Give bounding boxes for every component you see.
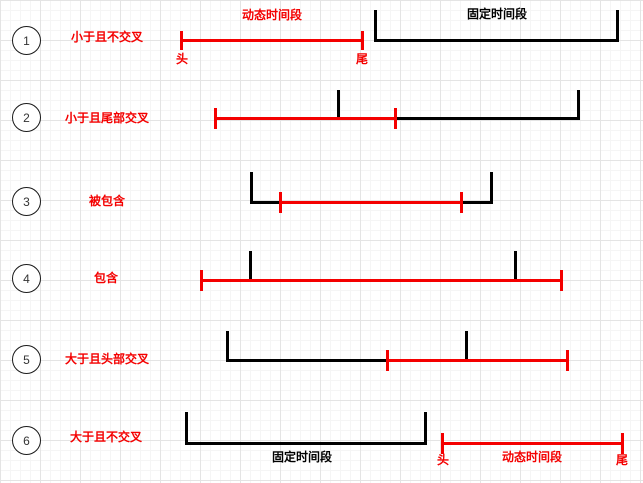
fixed-interval-endpoint-tick [337,90,340,120]
row-label: 包含 [93,271,119,285]
fixed-interval-endpoint-tick [250,172,253,204]
fixed-interval-endpoint-tick [374,10,377,42]
dynamic-interval-endpoint-tick [361,31,364,50]
dynamic-interval-endpoint-tick [560,270,563,291]
fixed-interval-endpoint-tick [616,10,619,42]
tail-label: 尾 [355,52,369,66]
tail-label: 尾 [615,453,629,467]
row-label: 大于且不交叉 [69,430,143,444]
head-label: 头 [175,52,189,66]
fixed-interval-line [374,39,619,42]
fixed-interval-endpoint-tick [465,331,468,362]
dynamic-interval-line [386,359,569,362]
dynamic-interval-line [441,442,624,445]
dynamic-interval-line [279,201,463,204]
row-label: 大于且头部交叉 [64,352,150,366]
row-label: 小于且不交叉 [70,30,144,44]
row-label: 被包含 [88,194,126,208]
row-number: 4 [23,271,30,286]
row-number: 6 [23,433,30,448]
fixed-interval-endpoint-tick [185,412,188,445]
row-number: 1 [23,33,30,48]
dynamic-period-title: 动态时间段 [501,450,563,464]
dynamic-interval-endpoint-tick [386,350,389,371]
dynamic-interval-endpoint-tick [441,433,444,454]
dynamic-interval-endpoint-tick [621,433,624,454]
fixed-interval-line [337,117,580,120]
dynamic-interval-line [214,117,397,120]
row-number-badge: 5 [12,345,41,374]
row-number-badge: 4 [12,264,41,293]
fixed-interval-endpoint-tick [424,412,427,445]
fixed-interval-endpoint-tick [490,172,493,204]
fixed-interval-endpoint-tick [577,90,580,120]
dynamic-interval-endpoint-tick [214,108,217,129]
fixed-interval-line [226,359,468,362]
fixed-interval-endpoint-tick [226,331,229,362]
fixed-period-title: 固定时间段 [466,7,528,21]
dynamic-interval-line [200,279,563,282]
fixed-interval-endpoint-tick [249,251,252,282]
row-number: 2 [23,110,30,125]
dynamic-interval-endpoint-tick [279,192,282,213]
row-number: 3 [23,194,30,209]
row-number-badge: 2 [12,103,41,132]
dynamic-interval-endpoint-tick [566,350,569,371]
row-number-badge: 3 [12,187,41,216]
dynamic-interval-endpoint-tick [180,31,183,50]
row-number-badge: 1 [12,26,41,55]
head-label: 头 [436,453,450,467]
dynamic-period-title: 动态时间段 [241,8,303,22]
row-label: 小于且尾部交叉 [64,111,150,125]
dynamic-interval-endpoint-tick [460,192,463,213]
fixed-interval-line [185,442,427,445]
row-number: 5 [23,352,30,367]
fixed-period-title: 固定时间段 [271,450,333,464]
dynamic-interval-line [180,39,364,42]
row-number-badge: 6 [12,426,41,455]
fixed-interval-endpoint-tick [514,251,517,282]
dynamic-interval-endpoint-tick [394,108,397,129]
dynamic-interval-endpoint-tick [200,270,203,291]
